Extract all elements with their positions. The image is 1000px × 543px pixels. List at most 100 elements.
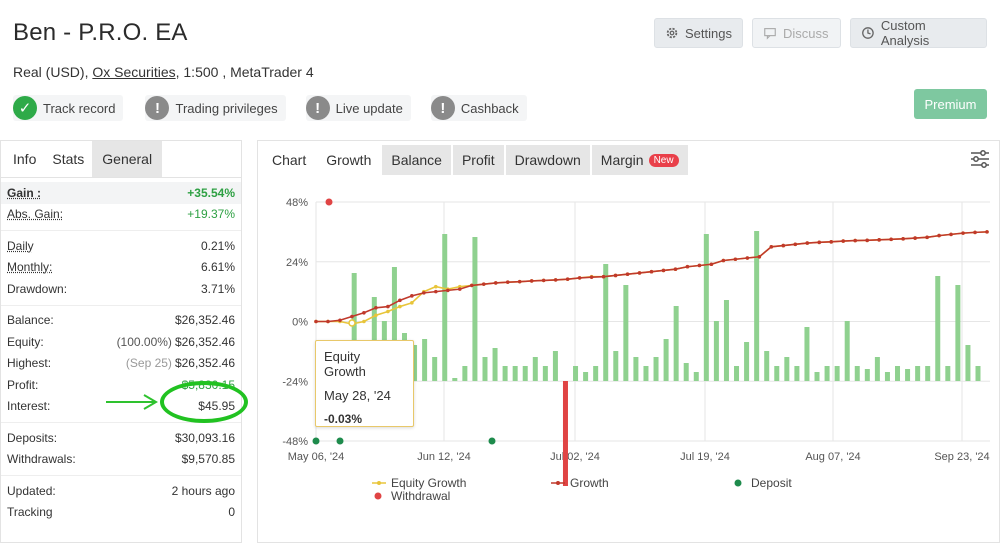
daily-bar xyxy=(391,267,397,381)
growth-line-point xyxy=(469,283,474,288)
legend-growth-label: Growth xyxy=(570,476,609,490)
growth-line-point xyxy=(877,238,881,242)
tab-stats[interactable]: Stats xyxy=(52,151,85,167)
track-record-badge[interactable]: ✓ Track record xyxy=(13,95,124,121)
withdrawals-row: Withdrawals: $9,570.85 xyxy=(7,452,235,467)
daily-bar xyxy=(915,366,921,381)
check-icon: ✓ xyxy=(13,96,37,120)
tab-growth[interactable]: Growth xyxy=(326,152,372,168)
growth-line-point xyxy=(565,277,570,281)
growth-line-point xyxy=(541,278,546,283)
tab-balance[interactable]: Balance xyxy=(382,145,451,175)
gain-row: Gain : +35.54% xyxy=(1,182,241,204)
daily-bar xyxy=(613,351,619,381)
tab-chart[interactable]: Chart xyxy=(272,152,307,168)
growth-line-point xyxy=(589,275,594,279)
daily-bar xyxy=(965,345,971,381)
annotation-circle xyxy=(160,381,248,423)
growth-line-point xyxy=(817,240,822,245)
tab-general[interactable]: General xyxy=(92,141,163,177)
growth-line-point xyxy=(709,262,714,267)
stats-tabs: Info Stats General xyxy=(1,141,241,178)
daily-bar xyxy=(754,231,760,381)
legend-deposit-label: Deposit xyxy=(751,476,792,490)
growth-line-point xyxy=(985,230,989,234)
daily-bar xyxy=(703,234,709,381)
x-tick-label: May 06, '24 xyxy=(288,451,345,463)
x-tick-label: Jul 02, '24 xyxy=(550,451,600,463)
legend-withdrawal-label: Withdrawal xyxy=(391,489,450,503)
daily-bar xyxy=(422,339,428,381)
cashback-badge[interactable]: ! Cashback xyxy=(430,95,527,121)
x-tick-label: Jul 19, '24 xyxy=(680,451,730,463)
legend-equity-growth-label: Equity Growth xyxy=(391,476,466,490)
annotation-arrow xyxy=(106,394,158,410)
growth-line-point xyxy=(493,281,498,285)
growth-line-point xyxy=(889,237,893,242)
tab-drawdown[interactable]: Drawdown xyxy=(505,145,590,175)
daily-bar xyxy=(532,357,538,381)
daily-bar xyxy=(895,366,901,381)
daily-bar xyxy=(522,366,528,381)
daily-bar xyxy=(975,366,981,381)
daily-bar xyxy=(945,366,951,381)
daily-bar xyxy=(633,357,639,381)
y-tick-label: 48% xyxy=(286,197,308,209)
daily-bar xyxy=(502,366,508,381)
daily-bar xyxy=(593,366,599,381)
growth-line-point xyxy=(745,256,750,260)
daily-bar xyxy=(542,366,548,381)
exclamation-icon: ! xyxy=(145,96,170,120)
highest-row: Highest: (Sep 25) $26,352.46 xyxy=(7,356,235,371)
legend-growth-swatch-dot xyxy=(556,481,560,485)
broker-link[interactable]: Ox Securities xyxy=(92,64,176,80)
daily-row: Daily 0.21% xyxy=(7,238,235,253)
daily-bar xyxy=(663,339,669,381)
tooltip-value: -0.03% xyxy=(324,412,363,426)
updated-row: Updated: 2 hours ago xyxy=(7,483,235,498)
legend-deposit-swatch xyxy=(734,479,742,487)
growth-line-point xyxy=(961,231,965,235)
tab-profit[interactable]: Profit xyxy=(452,145,504,175)
growth-line-point xyxy=(853,238,857,243)
daily-bar xyxy=(573,366,579,381)
exclamation-icon: ! xyxy=(430,96,455,120)
growth-line-point xyxy=(505,280,510,284)
trading-privileges-badge[interactable]: ! Trading privileges xyxy=(145,95,286,121)
growth-line-point xyxy=(362,310,366,315)
growth-line-point xyxy=(637,271,642,275)
live-update-badge[interactable]: ! Live update xyxy=(305,95,411,121)
x-tick-label: Jun 12, '24 xyxy=(417,451,470,463)
deposit-marker xyxy=(312,437,320,445)
daily-bar xyxy=(764,351,770,381)
x-tick-label: Aug 07, '24 xyxy=(805,451,860,463)
daily-bar xyxy=(673,306,679,381)
deposits-row: Deposits: $30,093.16 xyxy=(7,430,235,445)
custom-analysis-button[interactable]: Custom Analysis xyxy=(850,18,987,48)
x-tick-label: Sep 23, '24 xyxy=(934,451,989,463)
growth-line-point xyxy=(625,272,630,276)
discuss-button[interactable]: Discuss xyxy=(752,18,841,48)
growth-line-point xyxy=(841,239,846,243)
premium-button[interactable]: Premium xyxy=(914,89,987,119)
daily-bar xyxy=(432,357,438,381)
growth-line-point xyxy=(374,306,378,310)
tab-margin[interactable]: Margin New xyxy=(591,145,688,175)
abs-gain-row: Abs. Gain: +19.37% xyxy=(7,207,235,222)
daily-bar xyxy=(905,369,911,381)
gear-icon xyxy=(666,27,678,39)
equity-growth-line-point xyxy=(398,304,402,309)
filter-settings-icon[interactable] xyxy=(969,149,991,169)
growth-line-point xyxy=(685,264,690,269)
account-type: Real (USD), xyxy=(13,64,89,80)
growth-line-point xyxy=(398,298,402,303)
exclamation-icon: ! xyxy=(305,96,330,120)
daily-bar xyxy=(552,351,558,381)
growth-line-point xyxy=(865,238,869,243)
tab-info[interactable]: Info xyxy=(13,151,37,167)
growth-line-point xyxy=(973,230,977,235)
growth-line xyxy=(316,231,988,323)
equity-growth-line-point xyxy=(457,284,462,289)
legend-withdrawal-swatch xyxy=(374,492,382,500)
settings-button[interactable]: Settings xyxy=(654,18,743,48)
